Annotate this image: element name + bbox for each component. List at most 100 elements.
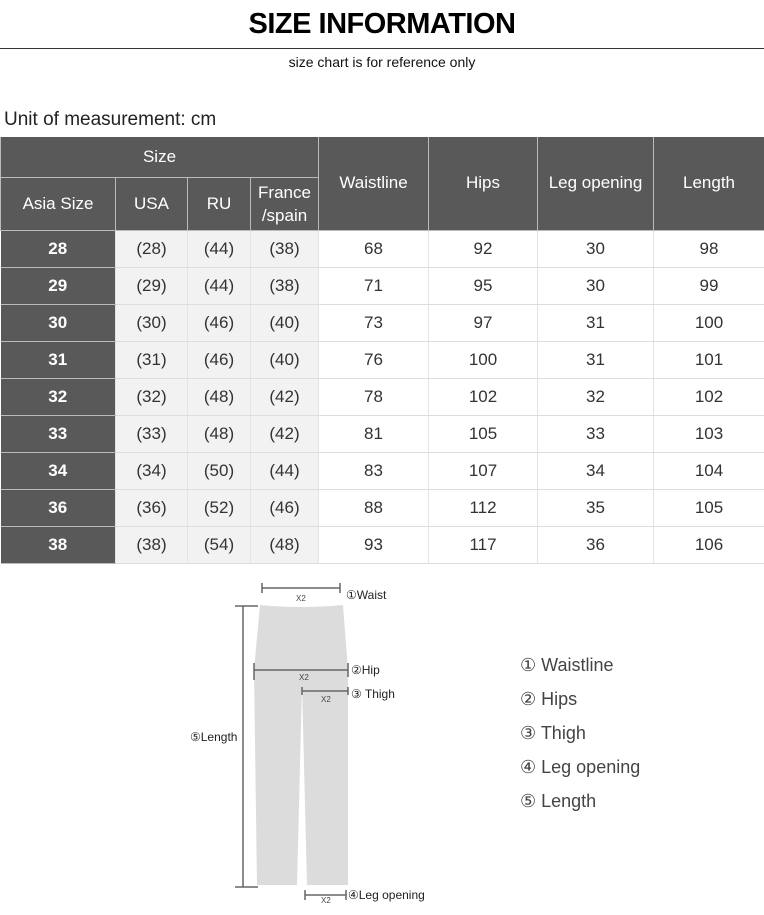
table-cell: (38) <box>250 267 320 305</box>
table-cell: 102 <box>653 378 764 416</box>
table-cell: 30 <box>537 267 655 305</box>
table-row: 29 (29) (44) (38) 71 95 30 99 <box>0 267 764 305</box>
table-cell: (50) <box>187 452 251 490</box>
legend-item: ③ Thigh <box>520 723 586 743</box>
table-cell: 93 <box>318 526 430 564</box>
table-cell: (38) <box>250 230 320 268</box>
table-cell: 106 <box>653 526 764 564</box>
table-cell: 102 <box>428 378 539 416</box>
thigh-label: ③ Thigh <box>351 687 395 701</box>
table-cell: (33) <box>115 415 188 453</box>
header-length: Length <box>653 137 764 231</box>
table-cell: (38) <box>115 526 188 564</box>
size-group-header: Size <box>0 137 320 178</box>
asia-size-cell: 30 <box>0 304 116 342</box>
pants-diagram: X2 X2 X2 X2 ①Waist ②Hip ③ Thigh ⑤Length … <box>190 583 425 905</box>
asia-size-cell: 32 <box>0 378 116 416</box>
x2-label: X2 <box>321 896 331 905</box>
unit-label: Unit of measurement: cm <box>4 109 217 130</box>
pants-shape <box>254 605 348 885</box>
table-cell: 78 <box>318 378 430 416</box>
table-cell: (44) <box>187 267 251 305</box>
table-cell: (29) <box>115 267 188 305</box>
asia-size-cell: 38 <box>0 526 116 564</box>
legend-item: ② Hips <box>520 689 578 709</box>
page-title: SIZE INFORMATION <box>248 8 516 40</box>
table-cell: (48) <box>187 378 251 416</box>
table-cell: 112 <box>428 489 539 527</box>
table-cell: (52) <box>187 489 251 527</box>
table-cell: 83 <box>318 452 430 490</box>
table-cell: (30) <box>115 304 188 342</box>
table-cell: (40) <box>250 304 320 342</box>
header-asia-size: Asia Size <box>0 177 116 231</box>
table-cell: 35 <box>537 489 655 527</box>
table-cell: 33 <box>537 415 655 453</box>
table-cell: (44) <box>187 230 251 268</box>
table-cell: 101 <box>653 341 764 379</box>
asia-size-cell: 36 <box>0 489 116 527</box>
table-cell: (34) <box>115 452 188 490</box>
legend-item: ① Waistline <box>520 655 614 675</box>
table-cell: 36 <box>537 526 655 564</box>
table-cell: (28) <box>115 230 188 268</box>
table-cell: (44) <box>250 452 320 490</box>
measurement-legend: ① Waistline ② Hips ③ Thigh ④ Leg opening… <box>520 648 640 818</box>
waist-label: ①Waist <box>346 588 387 602</box>
table-cell: 31 <box>537 341 655 379</box>
table-cell: 105 <box>428 415 539 453</box>
length-label: ⑤Length <box>190 730 237 744</box>
asia-size-cell: 29 <box>0 267 116 305</box>
table-cell: 32 <box>537 378 655 416</box>
size-table: Size Waistline Hips Leg opening Length A… <box>0 137 764 564</box>
asia-size-cell: 28 <box>0 230 116 268</box>
table-row: 34 (34) (50) (44) 83 107 34 104 <box>0 452 764 490</box>
table-cell: (54) <box>187 526 251 564</box>
table-row: 28 (28) (44) (38) 68 92 30 98 <box>0 230 764 268</box>
table-row: 32 (32) (48) (42) 78 102 32 102 <box>0 378 764 416</box>
asia-size-cell: 33 <box>0 415 116 453</box>
table-cell: 103 <box>653 415 764 453</box>
table-cell: 34 <box>537 452 655 490</box>
table-row: 30 (30) (46) (40) 73 97 31 100 <box>0 304 764 342</box>
header-waistline: Waistline <box>318 137 430 231</box>
table-cell: (46) <box>187 341 251 379</box>
hip-label: ②Hip <box>351 663 380 677</box>
table-cell: 97 <box>428 304 539 342</box>
table-cell: (46) <box>250 489 320 527</box>
table-cell: 100 <box>653 304 764 342</box>
table-row: 36 (36) (52) (46) 88 112 35 105 <box>0 489 764 527</box>
table-cell: (46) <box>187 304 251 342</box>
subtitle: size chart is for reference only <box>288 54 476 70</box>
table-cell: (48) <box>250 526 320 564</box>
asia-size-cell: 34 <box>0 452 116 490</box>
table-cell: 107 <box>428 452 539 490</box>
table-cell: (40) <box>250 341 320 379</box>
table-cell: 95 <box>428 267 539 305</box>
table-cell: 100 <box>428 341 539 379</box>
table-cell: 73 <box>318 304 430 342</box>
header-hips: Hips <box>428 137 539 231</box>
table-row: 33 (33) (48) (42) 81 105 33 103 <box>0 415 764 453</box>
table-cell: 31 <box>537 304 655 342</box>
divider <box>0 48 764 49</box>
table-cell: 30 <box>537 230 655 268</box>
table-cell: (36) <box>115 489 188 527</box>
asia-size-cell: 31 <box>0 341 116 379</box>
table-cell: 117 <box>428 526 539 564</box>
header-france-spain: France /spain <box>249 177 320 231</box>
table-cell: (31) <box>115 341 188 379</box>
x2-label: X2 <box>321 695 331 704</box>
table-cell: 71 <box>318 267 430 305</box>
table-cell: 99 <box>653 267 764 305</box>
legend-item: ④ Leg opening <box>520 757 641 777</box>
table-cell: (48) <box>187 415 251 453</box>
leg-opening-label: ④Leg opening <box>348 888 425 902</box>
table-cell: (42) <box>250 415 320 453</box>
table-cell: 76 <box>318 341 430 379</box>
table-row: 38 (38) (54) (48) 93 117 36 106 <box>0 526 764 564</box>
header-ru: RU <box>187 177 251 231</box>
table-cell: 98 <box>653 230 764 268</box>
x2-label: X2 <box>299 673 309 682</box>
table-cell: 68 <box>318 230 430 268</box>
